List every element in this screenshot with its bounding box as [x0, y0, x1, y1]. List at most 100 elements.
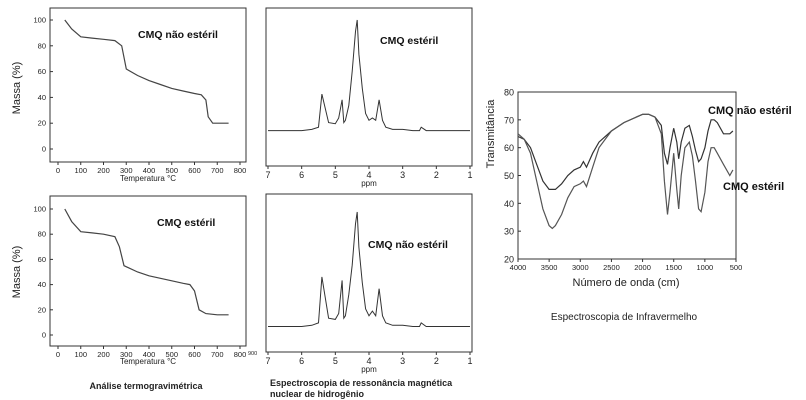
x-tick-label: 300 [120, 350, 133, 359]
nmr-bottom-x-ticks: 7 6 5 4 3 2 1 [265, 352, 473, 366]
tga-top-y-ticks: 0 20 40 60 80 100 [33, 16, 53, 154]
x-tick-label: 200 [97, 166, 110, 175]
tga-top-frame [49, 7, 247, 163]
x-tick-label: 700 [211, 166, 224, 175]
nmr-top-annotation: CMQ estéril [380, 35, 438, 47]
x-tick-label: 2 [434, 356, 439, 366]
x-tick-label: 4 [366, 356, 371, 366]
tga-bottom-frame [49, 195, 247, 347]
y-tick-label: 100 [33, 205, 46, 214]
y-tick-label: 70 [504, 115, 514, 125]
x-tick-label: 100 [74, 166, 87, 175]
x-tick-label: 500 [730, 263, 743, 272]
tga-top-panel: 0 20 40 60 80 100 0 100 200 300 400 500 600 700 800 M… [11, 7, 247, 183]
tga-bottom-panel: 0 20 40 60 80 100 0 100 200 300 400 500 600 700 800 9… [11, 195, 257, 366]
y-tick-label: 30 [504, 227, 514, 237]
y-tick-label: 20 [38, 305, 46, 314]
x-tick-label: 600 [188, 166, 201, 175]
x-tick-label: 400 [143, 350, 156, 359]
x-tick-label: 800 [234, 166, 247, 175]
tga-bottom-extra-tick: 900 [248, 351, 257, 357]
y-tick-label: 60 [504, 143, 514, 153]
x-tick-label: 500 [165, 166, 178, 175]
y-tick-label: 40 [38, 280, 46, 289]
y-tick-label: 60 [38, 255, 46, 264]
x-tick-label: 200 [97, 350, 110, 359]
x-tick-label: 500 [165, 350, 178, 359]
x-tick-label: 6 [299, 356, 304, 366]
y-tick-label: 50 [504, 171, 514, 181]
x-tick-label: 5 [333, 356, 338, 366]
caption-nmr-line1: Espectroscopia de ressonância magnética [270, 378, 453, 388]
caption-tga: Análise termogravimétrica [89, 381, 203, 391]
ir-xlabel: Número de onda (cm) [573, 277, 680, 289]
tga-bottom-x-ticks: 0 100 200 300 400 500 600 700 800 [56, 346, 246, 359]
ir-series-label-esteril: CMQ estéril [723, 181, 784, 193]
tga-bottom-annotation: CMQ estéril [157, 217, 215, 229]
tga-top-x-ticks: 0 100 200 300 400 500 600 700 800 [56, 162, 246, 175]
x-tick-label: 3 [400, 356, 405, 366]
ir-y-ticks: 20 30 40 50 60 70 80 [504, 88, 521, 265]
y-tick-label: 100 [33, 16, 46, 25]
nmr-top-xlabel: ppm [361, 179, 377, 188]
caption-ir: Espectroscopia de Infravermelho [551, 312, 698, 323]
x-tick-label: 700 [211, 350, 224, 359]
x-tick-label: 2000 [634, 263, 651, 272]
x-tick-label: 800 [234, 350, 247, 359]
x-tick-label: 0 [56, 166, 60, 175]
x-tick-label: 5 [333, 170, 338, 180]
x-tick-label: 0 [56, 350, 60, 359]
x-tick-label: 7 [265, 356, 270, 366]
x-tick-label: 1500 [665, 263, 682, 272]
tga-top-curve [64, 19, 229, 124]
y-tick-label: 80 [38, 41, 46, 50]
nmr-bottom-annotation: CMQ não estéril [368, 239, 448, 251]
tga-top-annotation: CMQ não estéril [138, 29, 218, 41]
x-tick-label: 600 [188, 350, 201, 359]
ir-frame [517, 91, 737, 260]
y-tick-label: 80 [504, 88, 514, 98]
nmr-top-spectrum [268, 19, 470, 132]
x-tick-label: 400 [143, 166, 156, 175]
nmr-bottom-xlabel: ppm [361, 365, 377, 374]
ir-curve-esteril [517, 113, 734, 230]
y-tick-label: 60 [38, 67, 46, 76]
x-tick-label: 100 [74, 350, 87, 359]
y-tick-label: 80 [38, 230, 46, 239]
y-tick-label: 0 [42, 331, 46, 340]
x-tick-label: 1000 [697, 263, 714, 272]
x-tick-label: 2500 [603, 263, 620, 272]
tga-top-ylabel: Massa (%) [11, 62, 23, 115]
x-tick-label: 4000 [510, 263, 527, 272]
y-tick-label: 40 [504, 199, 514, 209]
y-tick-label: 0 [42, 145, 46, 154]
nmr-bottom-panel: 7 6 5 4 3 2 1 ppm CMQ não estéril [265, 193, 473, 374]
x-tick-label: 3500 [541, 263, 558, 272]
x-tick-label: 7 [265, 170, 270, 180]
nmr-top-x-ticks: 7 6 5 4 3 2 1 [265, 166, 473, 180]
ir-ylabel: Transmitância [485, 99, 497, 169]
x-tick-label: 3 [400, 170, 405, 180]
x-tick-label: 4 [366, 170, 371, 180]
x-tick-label: 2 [434, 170, 439, 180]
y-tick-label: 20 [504, 255, 514, 265]
nmr-bottom-spectrum [268, 211, 470, 327]
x-tick-label: 300 [120, 166, 133, 175]
x-tick-label: 1 [467, 356, 472, 366]
tga-bottom-curve [64, 208, 229, 316]
tga-bottom-ylabel: Massa (%) [11, 246, 23, 299]
x-tick-label: 1 [467, 170, 472, 180]
ir-curve-nao-esteril [517, 113, 734, 190]
nmr-top-frame [265, 7, 473, 167]
nmr-bottom-frame [265, 193, 473, 353]
ir-x-ticks: 4000 3500 3000 2500 2000 1500 1000 500 [510, 259, 743, 272]
tga-bottom-y-ticks: 0 20 40 60 80 100 [33, 205, 53, 340]
caption-nmr-line2: nuclear de hidrogênio [270, 389, 365, 399]
x-tick-label: 3000 [572, 263, 589, 272]
tga-top-xlabel: Temperatura °C [120, 174, 176, 183]
ir-panel: 20 30 40 50 60 70 80 4000 3500 3000 2500 2000 1500 1… [485, 88, 792, 290]
nmr-top-panel: 7 6 5 4 3 2 1 ppm CMQ estéril [265, 7, 473, 188]
tga-bottom-xlabel: Temperatura °C [120, 357, 176, 366]
y-tick-label: 20 [38, 119, 46, 128]
